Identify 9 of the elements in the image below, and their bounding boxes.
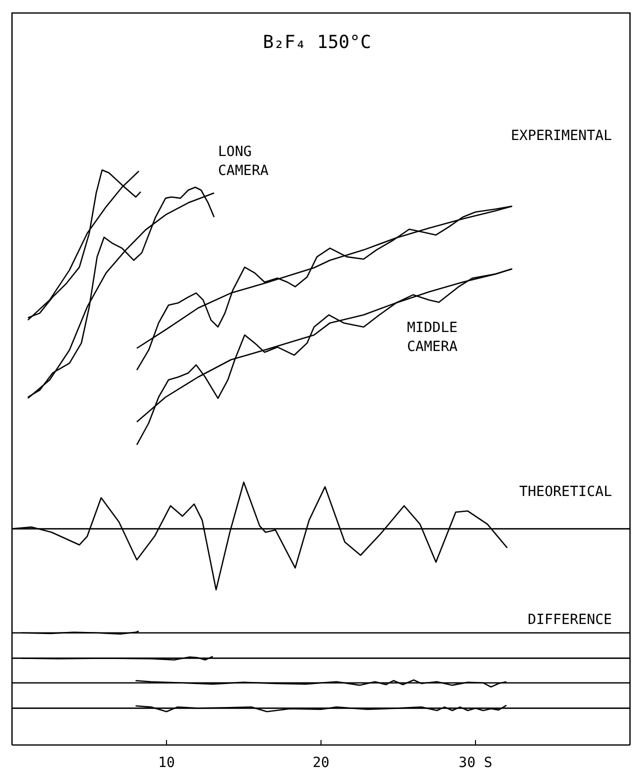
annotation: DIFFERENCE xyxy=(528,612,612,628)
x-tick-label: 10 xyxy=(158,755,175,771)
annotation: THEORETICAL xyxy=(519,484,612,500)
chart-title: B₂F₄ 150°C xyxy=(262,32,372,53)
annotation: MIDDLE CAMERA xyxy=(407,320,458,355)
text: EXPERIMENTAL xyxy=(510,128,612,144)
x-tick-label: 30 S xyxy=(458,755,492,771)
x-tick-label: 20 xyxy=(312,755,330,771)
annotation: LONG CAMERA xyxy=(218,144,270,179)
